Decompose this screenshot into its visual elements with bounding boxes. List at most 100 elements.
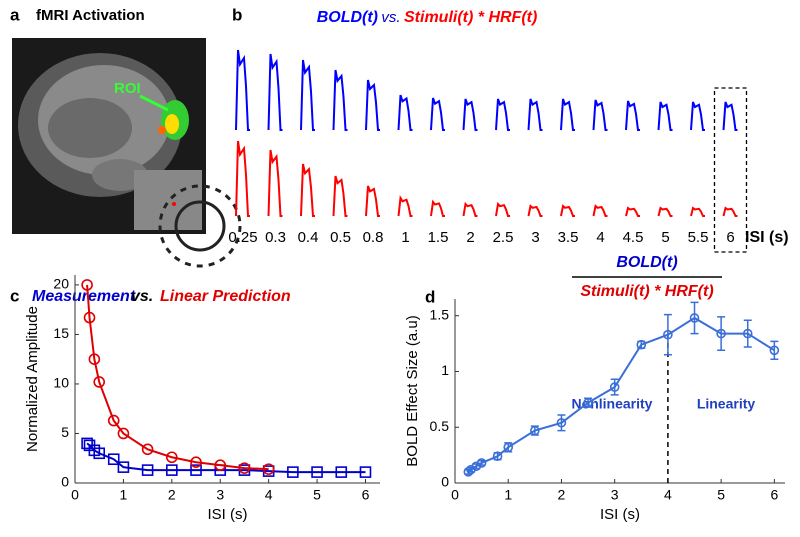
marker: [81, 437, 93, 450]
error-bar: [610, 378, 619, 396]
y-tick-label: 5: [61, 424, 69, 440]
x-tick-label: 4: [596, 229, 604, 246]
waveform: [267, 53, 283, 131]
marker: [492, 451, 503, 462]
x-tick-label: 0.25: [228, 229, 257, 246]
marker: [663, 329, 673, 340]
waveform: [495, 98, 510, 131]
x-axis-label: ISI (s): [600, 506, 640, 523]
x-tick-label: 2: [558, 487, 566, 503]
marker: [141, 443, 154, 456]
x-tick-label: 2.5: [493, 229, 514, 246]
waveform: [722, 206, 738, 217]
marker: [214, 459, 227, 471]
marker: [107, 453, 120, 466]
y-axis-label: BOLD Effect Size (a.u): [404, 315, 421, 466]
title-numerator: BOLD(t): [616, 254, 677, 271]
x-tick-label: 4.5: [623, 229, 644, 246]
waveform: [365, 185, 380, 217]
marker: [166, 464, 178, 476]
marker: [141, 464, 154, 476]
marker: [117, 427, 130, 440]
waveform: [690, 206, 705, 217]
x-axis-label: ISI (s): [208, 506, 248, 523]
x-tick-label: 0: [71, 487, 79, 503]
marker: [609, 382, 620, 392]
title-part: Stimuli(t) * HRF(t): [404, 9, 537, 26]
waveform: [625, 206, 640, 217]
waveform: [625, 100, 640, 131]
x-tick-label: 3.5: [558, 229, 579, 246]
panel-letter: d: [425, 287, 435, 306]
panel-letter: a: [10, 5, 20, 24]
marker: [83, 311, 96, 324]
marker: [190, 464, 202, 476]
marker: [117, 461, 130, 473]
y-tick-label: 10: [53, 375, 69, 391]
x-axis-label: ISI (s): [745, 229, 789, 246]
marker: [556, 417, 567, 428]
marker: [93, 447, 106, 460]
highlight-box: [713, 87, 748, 253]
x-tick-label: 1: [120, 487, 128, 503]
marker: [166, 451, 178, 464]
title-part: Measurement: [32, 288, 136, 305]
roi-label: ROI: [114, 80, 141, 97]
error-bar: [690, 301, 699, 335]
x-tick-label: 1: [504, 487, 512, 503]
waveform: [657, 206, 673, 217]
annotation: Linearity: [697, 396, 756, 412]
x-tick-label: 5.5: [688, 229, 709, 246]
x-tick-label: 0.8: [363, 229, 384, 246]
x-tick-label: 0.3: [265, 229, 286, 246]
y-tick-label: 15: [53, 325, 69, 341]
marker: [262, 463, 275, 475]
x-tick-label: 6: [726, 229, 734, 246]
error-bar: [743, 319, 752, 348]
marker: [476, 458, 487, 468]
panel-letter: c: [10, 286, 19, 305]
y-tick-label: 1: [441, 362, 449, 378]
waveform: [267, 149, 283, 217]
brain-image: [12, 38, 242, 268]
waveform: [560, 204, 575, 217]
marker: [583, 397, 593, 408]
marker: [769, 345, 780, 356]
marker: [190, 456, 202, 469]
waveform: [722, 101, 738, 131]
title-part: BOLD(t): [317, 9, 378, 26]
y-tick-label: 0: [61, 474, 69, 490]
error-bar: [717, 316, 726, 352]
title-part: Linear Prediction: [160, 288, 291, 305]
x-tick-label: 2: [168, 487, 176, 503]
waveform: [332, 69, 348, 131]
data-line: [86, 442, 366, 474]
x-tick-label: 0: [451, 487, 459, 503]
y-tick-label: 0: [441, 474, 449, 490]
marker: [503, 442, 514, 453]
y-axis-label: Normalized Amplitude: [24, 306, 41, 452]
marker: [88, 353, 101, 365]
waveform: [430, 199, 445, 217]
waveform: [430, 97, 445, 131]
waveform: [365, 79, 380, 131]
marker: [107, 414, 120, 427]
x-tick-label: 6: [770, 487, 778, 503]
x-tick-label: 3: [531, 229, 539, 246]
x-tick-label: 2: [466, 229, 474, 246]
error-bar: [770, 340, 779, 360]
marker: [716, 328, 726, 339]
x-tick-label: 1: [401, 229, 409, 246]
marker: [359, 466, 372, 478]
y-tick-label: 20: [53, 276, 69, 292]
waveform: [332, 175, 348, 217]
x-tick-label: 5: [313, 487, 321, 503]
x-tick-label: 0.4: [298, 229, 319, 246]
marker: [238, 462, 251, 474]
waveform: [300, 163, 315, 217]
marker: [689, 313, 700, 323]
x-tick-label: 5: [661, 229, 669, 246]
marker: [311, 466, 323, 478]
